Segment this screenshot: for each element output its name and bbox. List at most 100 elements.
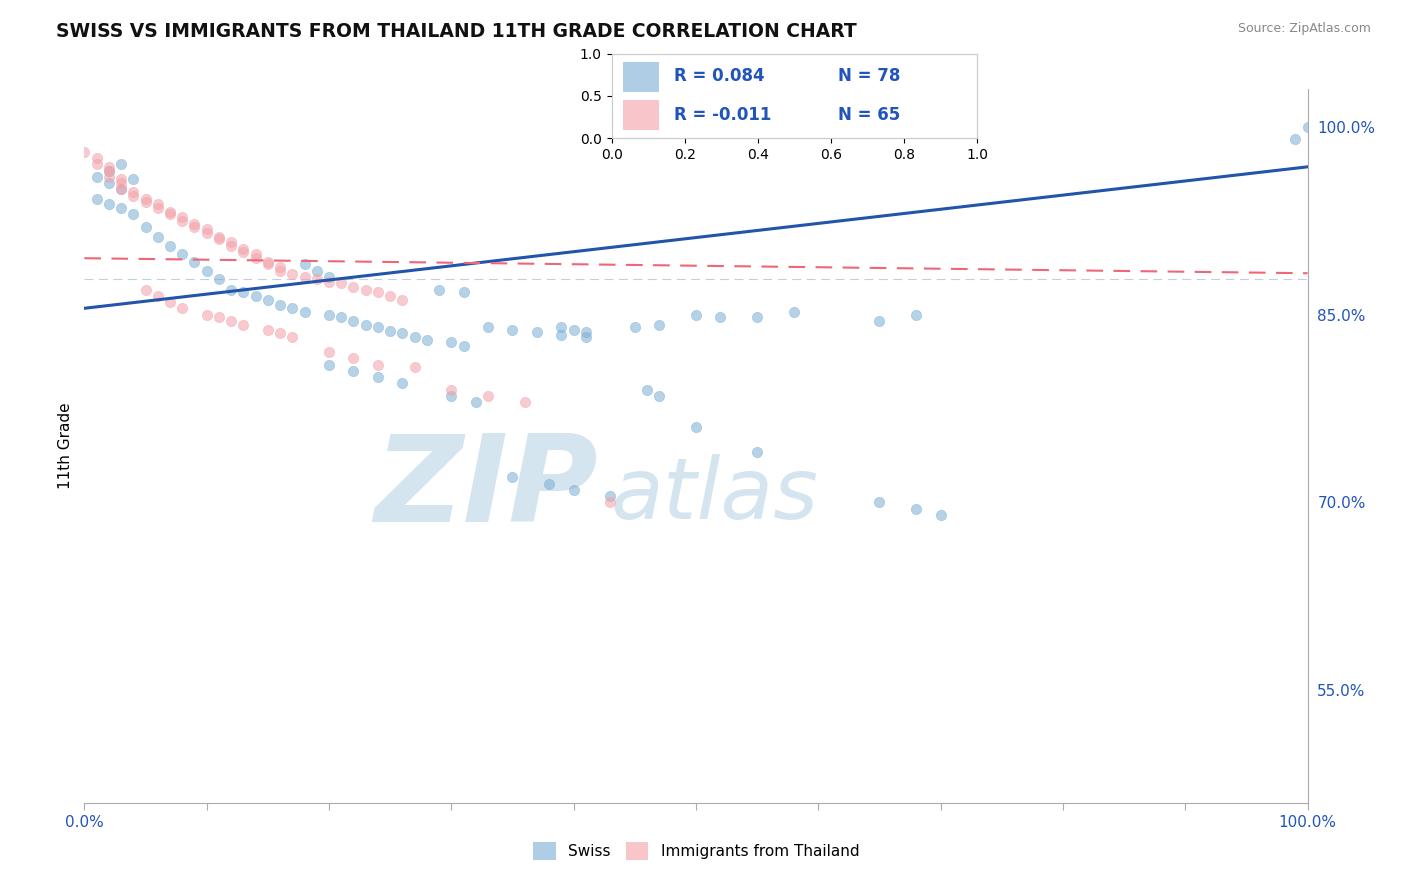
Point <box>318 345 340 359</box>
Point <box>73 145 96 159</box>
Point <box>281 330 304 344</box>
Point <box>427 283 450 297</box>
Point <box>219 235 242 249</box>
Point <box>709 310 731 324</box>
Point <box>122 185 145 199</box>
Point <box>122 188 145 202</box>
Text: N = 78: N = 78 <box>838 68 901 86</box>
Point <box>219 283 242 297</box>
Point <box>318 275 340 289</box>
Point <box>110 172 132 186</box>
Point <box>477 389 499 403</box>
Point <box>146 230 169 244</box>
Point <box>195 226 218 240</box>
Point <box>440 335 463 350</box>
Point <box>929 508 952 522</box>
Point <box>172 210 194 224</box>
Point <box>636 383 658 397</box>
Point <box>195 264 218 278</box>
Point <box>159 207 181 221</box>
Point <box>86 193 108 207</box>
Point <box>367 320 389 334</box>
Point <box>747 445 769 459</box>
Point <box>159 205 181 219</box>
Point <box>195 222 218 236</box>
Point <box>354 318 377 332</box>
Point <box>367 285 389 299</box>
Point <box>648 389 671 403</box>
Point <box>905 308 928 322</box>
Point <box>232 285 254 299</box>
Point <box>122 207 145 221</box>
Point <box>159 238 181 252</box>
Point <box>453 339 475 353</box>
Point <box>550 327 572 342</box>
Point <box>135 219 157 234</box>
Point <box>183 218 205 232</box>
Text: N = 65: N = 65 <box>838 105 900 123</box>
Point <box>747 310 769 324</box>
Text: atlas: atlas <box>610 454 818 538</box>
Point <box>183 219 205 234</box>
Bar <box>623 62 659 92</box>
Point <box>135 194 157 209</box>
Point <box>342 351 364 366</box>
Point <box>869 495 891 509</box>
Point <box>172 301 194 316</box>
Point <box>1284 132 1306 146</box>
Text: SWISS VS IMMIGRANTS FROM THAILAND 11TH GRADE CORRELATION CHART: SWISS VS IMMIGRANTS FROM THAILAND 11TH G… <box>56 22 858 41</box>
Point <box>110 182 132 196</box>
Point <box>342 364 364 378</box>
Point <box>97 160 120 174</box>
Point <box>367 370 389 384</box>
Point <box>905 501 928 516</box>
Point <box>208 272 231 286</box>
Point <box>110 157 132 171</box>
Point <box>550 320 572 334</box>
Point <box>869 314 891 328</box>
Point <box>294 270 316 285</box>
Point <box>135 193 157 207</box>
Point <box>305 272 328 286</box>
Legend: Swiss, Immigrants from Thailand: Swiss, Immigrants from Thailand <box>526 836 866 866</box>
Point <box>86 169 108 184</box>
Point <box>342 280 364 294</box>
Point <box>562 483 585 497</box>
Point <box>97 169 120 184</box>
Point <box>257 255 280 269</box>
Point <box>562 322 585 336</box>
Point <box>453 285 475 299</box>
Point <box>477 320 499 334</box>
Point <box>97 163 120 178</box>
Point <box>269 326 291 341</box>
Point <box>172 213 194 227</box>
Point <box>294 257 316 271</box>
Point <box>257 322 280 336</box>
Text: R = 0.084: R = 0.084 <box>673 68 765 86</box>
Point <box>219 314 242 328</box>
Point <box>146 289 169 303</box>
Point <box>391 293 413 307</box>
Point <box>513 395 536 409</box>
Point <box>97 176 120 190</box>
Point <box>330 277 353 291</box>
Point <box>208 232 231 246</box>
Point <box>110 201 132 215</box>
Point <box>648 318 671 332</box>
Point <box>269 297 291 311</box>
Point <box>232 244 254 259</box>
Point <box>624 320 647 334</box>
Point <box>110 182 132 196</box>
Point <box>219 238 242 252</box>
Point <box>599 495 621 509</box>
Text: Source: ZipAtlas.com: Source: ZipAtlas.com <box>1237 22 1371 36</box>
Point <box>440 389 463 403</box>
Point <box>86 151 108 165</box>
Point <box>685 308 707 322</box>
Point <box>575 325 598 339</box>
Point <box>599 489 621 503</box>
Point <box>367 358 389 372</box>
Point <box>380 324 402 338</box>
Point <box>257 293 280 307</box>
Point <box>305 264 328 278</box>
